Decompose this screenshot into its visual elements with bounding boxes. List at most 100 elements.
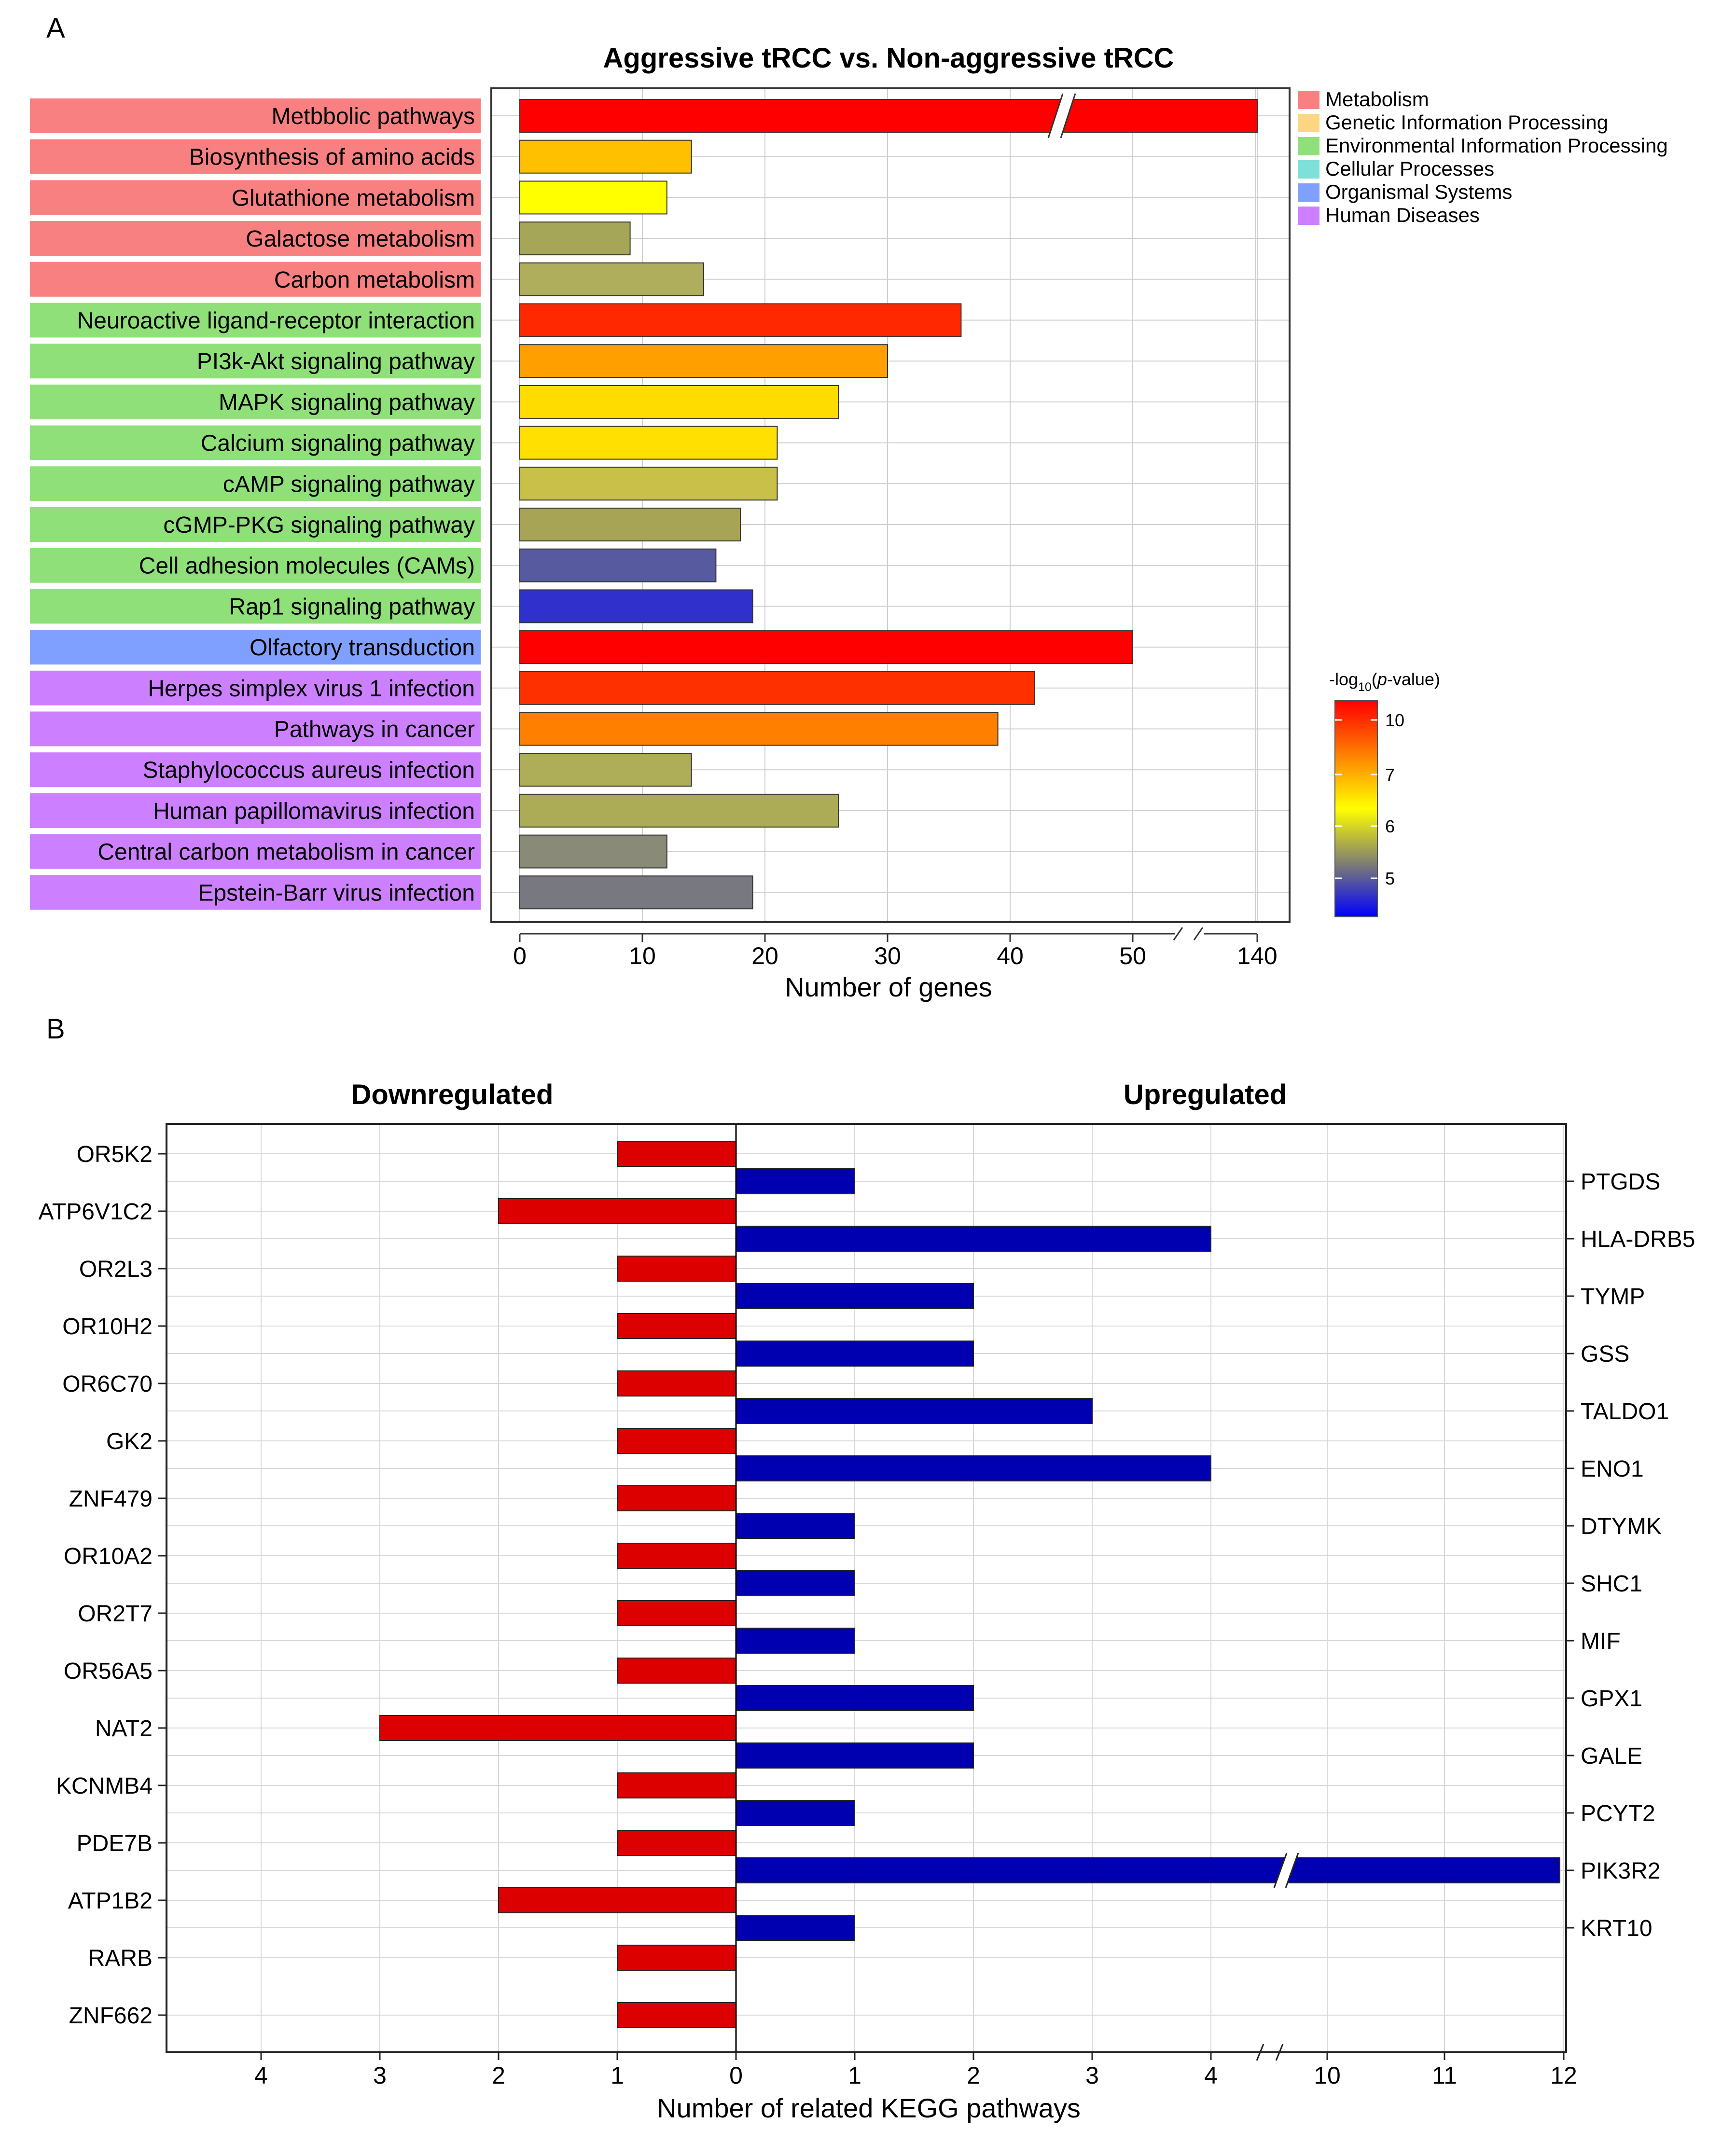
chart-a-label-box-staphylococcus-aureus-infection bbox=[30, 752, 481, 788]
chart-a-label-calcium-signaling-pathway: Calcium signaling pathway bbox=[201, 431, 475, 456]
chart-b-bar-break-mark bbox=[1273, 1853, 1299, 1888]
chart-b-bar-down-or6c70 bbox=[617, 1370, 736, 1396]
chart-b-bar-down-nat2 bbox=[379, 1715, 736, 1741]
chart-a-bar-biosynthesis-of-amino-acids bbox=[519, 139, 692, 174]
colorbar-ticks: 10 7 6 5 bbox=[1335, 710, 1404, 888]
chart-a-label-box-cell-adhesion-molecules-cams bbox=[30, 548, 481, 583]
chart-b-label-atp1b2: ATP1B2 bbox=[68, 1888, 153, 1914]
chart-a-bar-epstein-barr-virus-infection bbox=[519, 875, 753, 910]
chart-b-bar-up-shc1 bbox=[736, 1570, 855, 1596]
chart-b-tick-label-right-1: 1 bbox=[848, 2062, 861, 2089]
legend-swatch-organismal-systems bbox=[1298, 183, 1319, 202]
legend-swatch-environmental-information-processing bbox=[1298, 137, 1319, 155]
chart-a-label-box-mapk-signaling-pathway bbox=[30, 384, 481, 419]
chart-b-bar-down-kcnmb4 bbox=[617, 1772, 736, 1798]
chart-b-tick-label-left-1: 1 bbox=[611, 2062, 624, 2089]
chart-a-category-labels: Metbbolic pathways Biosynthesis of amino … bbox=[30, 98, 481, 910]
chart-b-label-or2l3: OR2L3 bbox=[79, 1257, 153, 1282]
legend-swatch-genetic-information-processing bbox=[1298, 114, 1319, 132]
chart-a-bar-carbon-metabolism bbox=[519, 262, 704, 296]
colorbar-tick-label-6: 6 bbox=[1385, 816, 1395, 836]
chart-a-label-glutathione-metabolism: Glutathione metabolism bbox=[232, 185, 475, 211]
chart-b-label-or10a2: OR10A2 bbox=[64, 1544, 153, 1569]
chart-a-x-axis-label: Number of genes bbox=[785, 972, 992, 1002]
chart-b-bar-up-gale bbox=[736, 1742, 974, 1769]
chart-a-label-olfactory-transduction: Olfactory transduction bbox=[250, 635, 475, 661]
chart-b-label-or5k2: OR5K2 bbox=[77, 1142, 153, 1167]
legend-swatch-cellular-processes bbox=[1298, 160, 1319, 179]
chart-a-label-neuroactive-ligand-receptor-interaction: Neuroactive ligand-receptor interaction bbox=[77, 308, 475, 334]
chart-b-x-axis-label: Number of related KEGG pathways bbox=[657, 2093, 1081, 2123]
chart-a-label-box-galactose-metabolism bbox=[30, 221, 481, 256]
chart-b-label-pcyt2: PCYT2 bbox=[1581, 1801, 1655, 1826]
chart-a-label-epstein-barr-virus-infection: Epstein-Barr virus infection bbox=[198, 880, 475, 906]
colorbar-tick-label-5: 5 bbox=[1385, 869, 1395, 888]
chart-a-bar-central-carbon-metabolism-in-cancer bbox=[519, 834, 667, 869]
chart-b-label-ptgds: PTGDS bbox=[1581, 1169, 1660, 1195]
chart-a-axis-break bbox=[1173, 927, 1183, 940]
chart-b-label-znf662: ZNF662 bbox=[69, 2003, 153, 2029]
chart-a-label-box-neuroactive-ligand-receptor-interaction bbox=[30, 303, 481, 338]
chart-a-tick-label-50: 50 bbox=[1119, 942, 1146, 969]
chart-b-label-shc1: SHC1 bbox=[1581, 1571, 1642, 1597]
chart-b-axis-break bbox=[1256, 2044, 1264, 2061]
chart-a-label-box-pi3k-akt-signaling-pathway bbox=[30, 344, 481, 379]
chart-b-bars bbox=[379, 1141, 1560, 2028]
legend-label-metabolism: Metabolism bbox=[1325, 88, 1429, 111]
chart-a-tick-label-20: 20 bbox=[751, 942, 778, 969]
legend-label-cellular-processes: Cellular Processes bbox=[1325, 157, 1494, 180]
chart-a-label-box-cgmp-pkg-signaling-pathway bbox=[30, 507, 481, 542]
legend-swatch-metabolism bbox=[1298, 91, 1319, 109]
chart-a-bar-staphylococcus-aureus-infection bbox=[519, 753, 692, 787]
chart-b-bar-up-krt10 bbox=[736, 1915, 855, 1941]
chart-a-label-rap1-signaling-pathway: Rap1 signaling pathway bbox=[229, 594, 475, 620]
chart-a-label-mapk-signaling-pathway: MAPK signaling pathway bbox=[219, 390, 475, 415]
chart-a-label-camp-signaling-pathway: cAMP signaling pathway bbox=[223, 471, 475, 497]
legend-label-environmental-information-processing: Environmental Information Processing bbox=[1325, 134, 1668, 157]
chart-a-bar-mapk-signaling-pathway bbox=[519, 385, 839, 419]
colorbar bbox=[1334, 700, 1378, 917]
chart-b-bar-down-atp1b2 bbox=[498, 1887, 736, 1913]
chart-a-label-central-carbon-metabolism-in-cancer: Central carbon metabolism in cancer bbox=[97, 840, 475, 865]
chart-a-label-herpes-simplex-virus-1-infection: Herpes simplex virus 1 infection bbox=[148, 676, 475, 702]
chart-a-bars bbox=[519, 93, 1258, 910]
chart-b-label-taldo1: TALDO1 bbox=[1581, 1399, 1669, 1424]
chart-b-bar-up-ptgds bbox=[736, 1168, 855, 1194]
chart-a-label-box-olfactory-transduction bbox=[30, 630, 481, 665]
chart-a-plot-border bbox=[490, 87, 1291, 923]
chart-a-label-box-central-carbon-metabolism-in-cancer bbox=[30, 834, 481, 869]
chart-a-bar-calcium-signaling-pathway bbox=[519, 426, 778, 460]
chart-b-bar-down-rarb bbox=[617, 1945, 736, 1971]
chart-a-label-box-human-papillomavirus-infection bbox=[30, 793, 481, 828]
chart-a-label-cell-adhesion-molecules-cams: Cell adhesion molecules (CAMs) bbox=[139, 553, 475, 579]
chart-a-label-carbon-metabolism: Carbon metabolism bbox=[274, 267, 475, 293]
chart-b-bar-up-pik3r2 bbox=[736, 1857, 1560, 1883]
chart-b-tick-label-right-2: 2 bbox=[967, 2062, 980, 2089]
chart-b-label-or56a5: OR56A5 bbox=[64, 1659, 153, 1684]
chart-b-bar-down-pde7b bbox=[617, 1830, 736, 1856]
chart-a-bar-pathways-in-cancer bbox=[519, 712, 999, 746]
legend-swatch-human-diseases bbox=[1298, 207, 1319, 225]
chart-b-label-atp6v1c2: ATP6V1C2 bbox=[38, 1199, 153, 1225]
chart-b-label-or10h2: OR10H2 bbox=[62, 1314, 153, 1340]
chart-a-axis-break bbox=[1193, 927, 1204, 940]
chart-a-label-box-herpes-simplex-virus-1-infection bbox=[30, 670, 481, 705]
chart-a-bar-rap1-signaling-pathway bbox=[519, 589, 753, 623]
chart-b-label-tymp: TYMP bbox=[1581, 1284, 1645, 1310]
chart-a-label-staphylococcus-aureus-infection: Staphylococcus aureus infection bbox=[143, 758, 475, 783]
chart-b-bar-up-gss bbox=[736, 1341, 974, 1367]
chart-a-tick-label-30: 30 bbox=[874, 942, 901, 969]
chart-b-label-gpx1: GPX1 bbox=[1581, 1686, 1642, 1712]
chart-a-bar-break-mark bbox=[1047, 93, 1076, 138]
chart-a-label-box-pathways-in-cancer bbox=[30, 711, 481, 747]
chart-b-label-dtymk: DTYMK bbox=[1581, 1514, 1662, 1539]
chart-a-label-metbbolic-pathways: Metbbolic pathways bbox=[271, 104, 475, 129]
chart-b-right-title: Upregulated bbox=[1124, 1079, 1287, 1110]
chart-b-bar-up-gpx1 bbox=[736, 1685, 974, 1711]
chart-b-x-axis: 4 3 2 1 0 1 2 3 4 10 11 12 bbox=[254, 2044, 1577, 2089]
chart-b-bar-down-or2l3 bbox=[617, 1256, 736, 1282]
chart-b-left-title: Downregulated bbox=[351, 1079, 554, 1110]
panel-label-a: A bbox=[46, 13, 65, 44]
